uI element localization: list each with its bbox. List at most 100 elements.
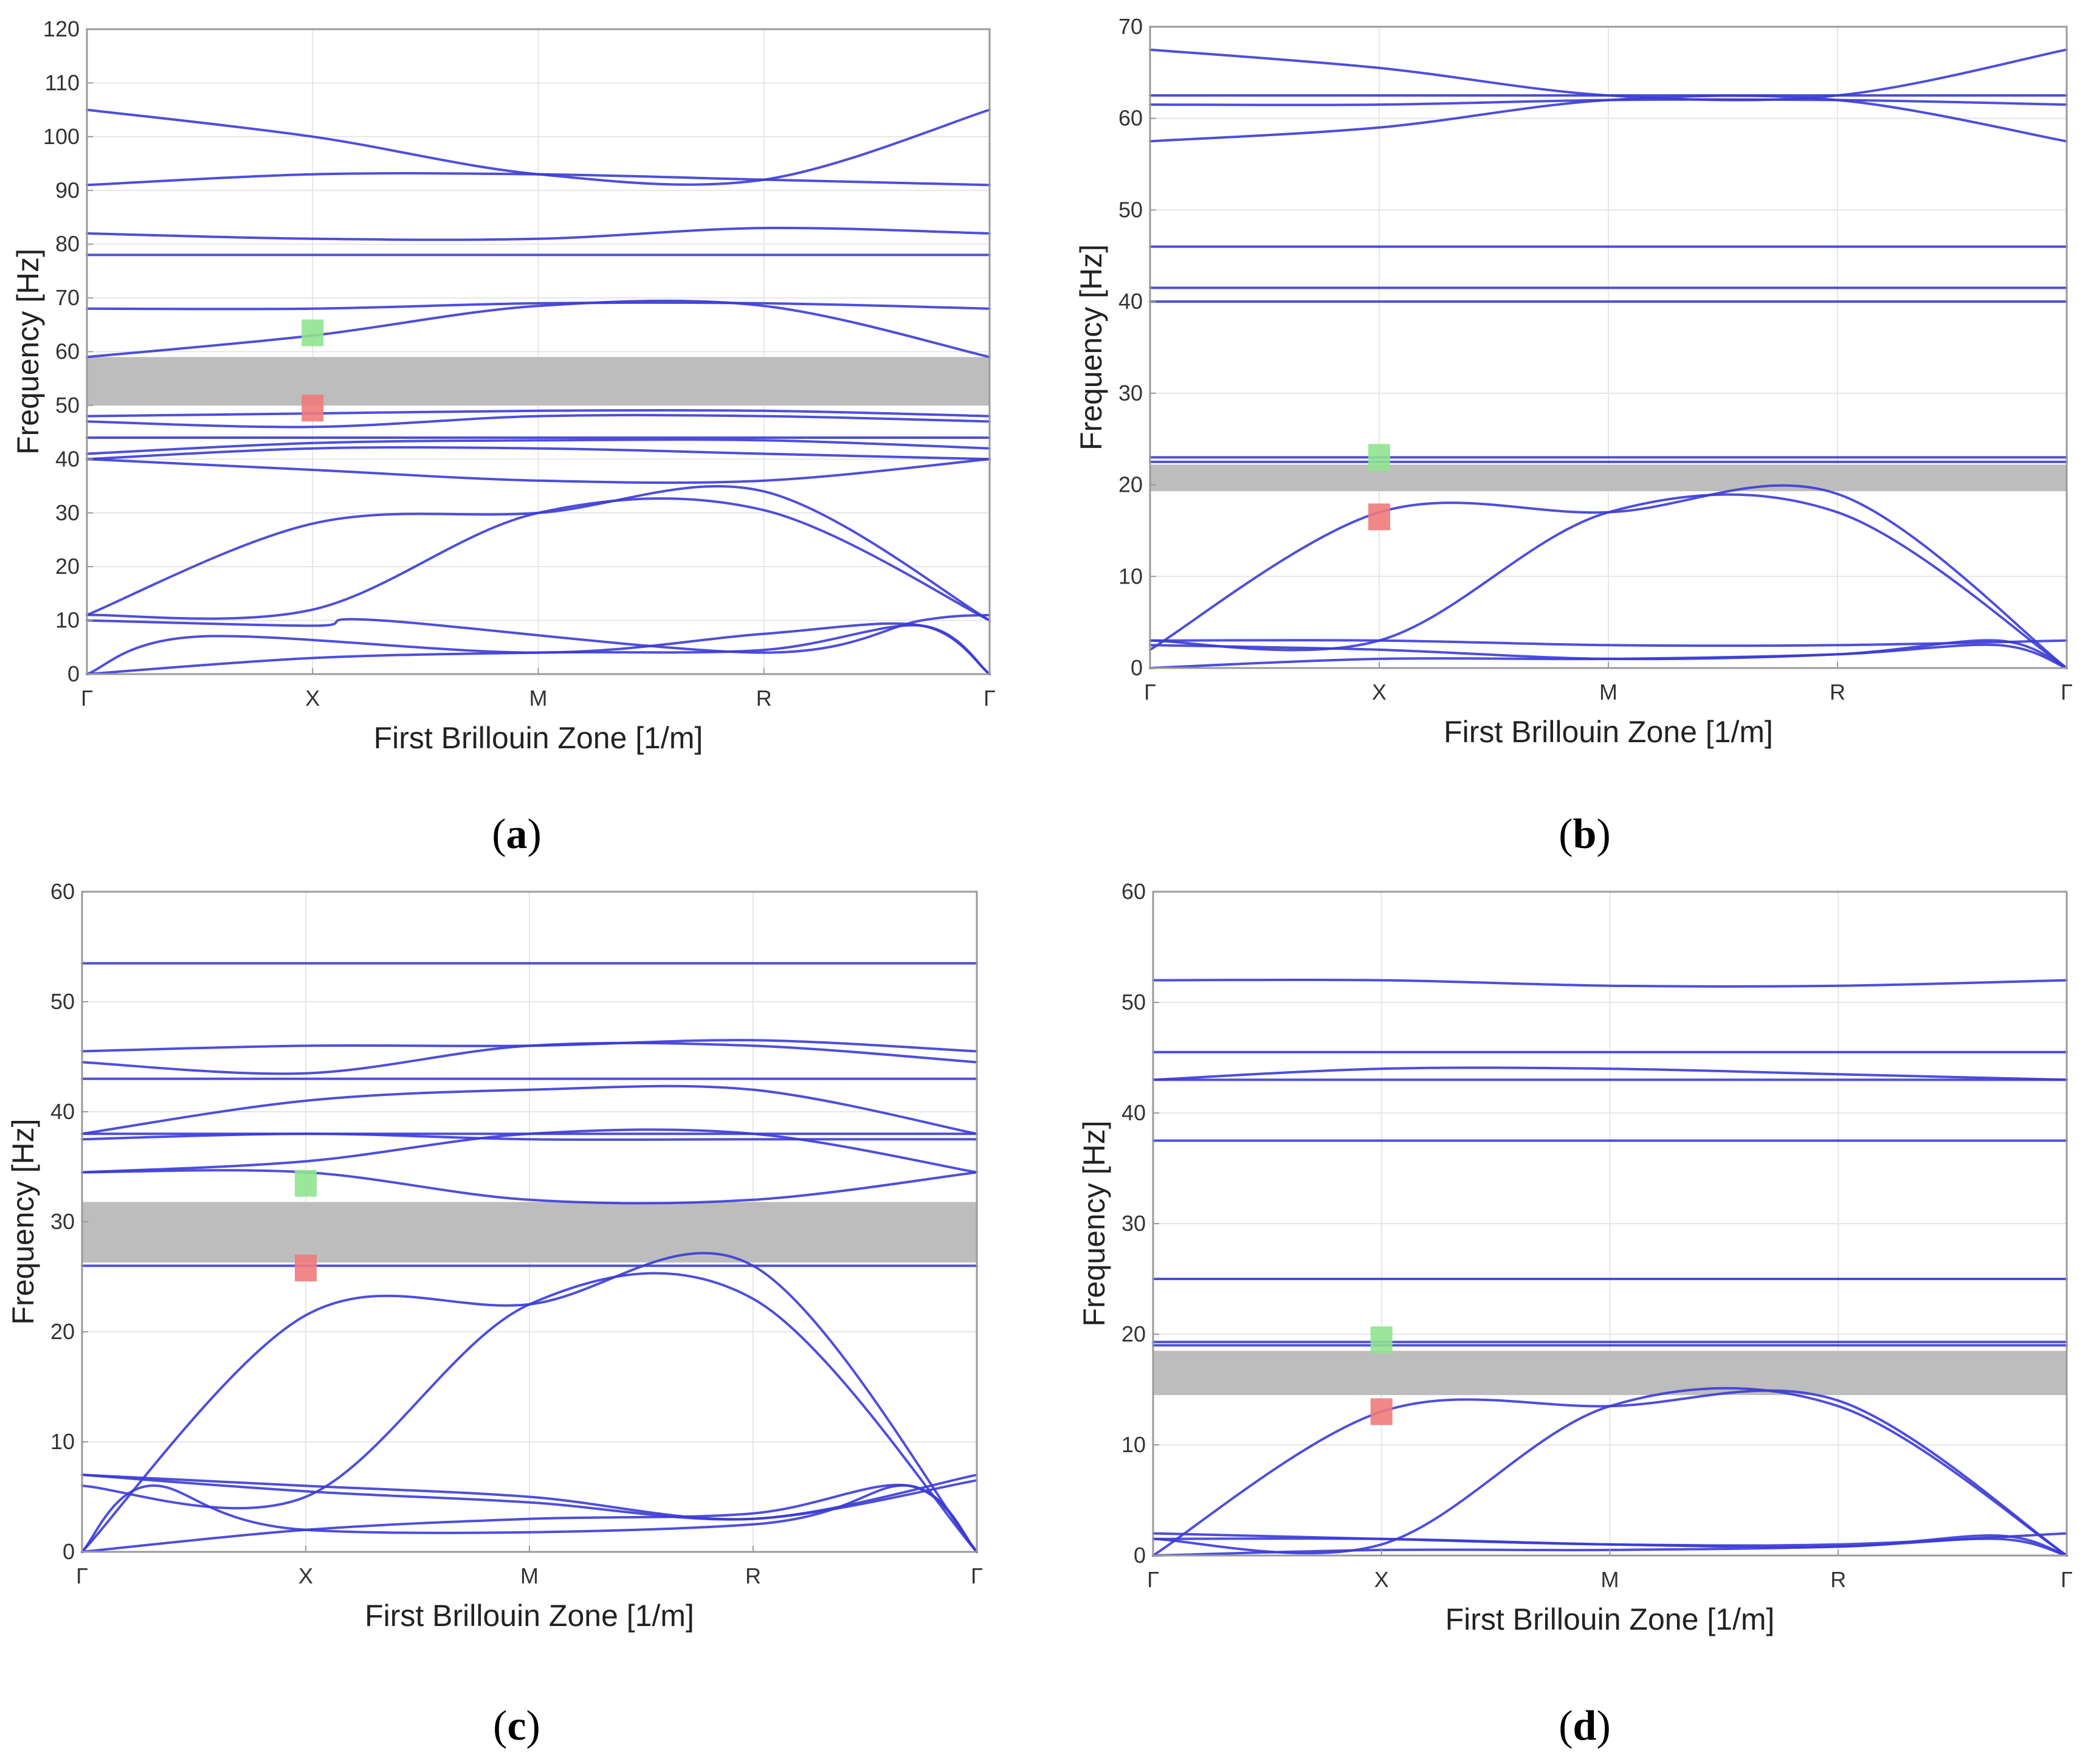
x-axis-label: First Brillouin Zone [1/m] — [365, 1599, 694, 1633]
x-tick-label: Γ — [971, 1563, 983, 1588]
panel-a: 0 10 20 30 40 50 60 70 80 90 100 110 120 Γ X M R Γ First B… — [11, 16, 996, 858]
band-curve — [1152, 1066, 2068, 1081]
x-tick-label: Γ — [2061, 680, 2073, 705]
y-axis-label: Frequency [Hz] — [6, 1118, 40, 1325]
band-curve — [1149, 484, 2068, 669]
panel-b: 0 10 20 30 40 50 60 70 Γ X M R Γ First Brillouin Zone… — [1074, 14, 2073, 858]
band-curve — [86, 613, 991, 654]
x-tick-label: M — [529, 686, 548, 711]
panel-c: 0 10 20 30 40 50 60 Γ X M R Γ First Brillouin Zone [… — [6, 879, 983, 1749]
y-tick-label: 50 — [1118, 197, 1143, 222]
x-tick-label: X — [298, 1563, 313, 1588]
y-tick-label: 70 — [55, 285, 80, 310]
y-tick-label: 40 — [50, 1099, 75, 1124]
x-tick-label: R — [756, 686, 772, 711]
band-curve — [81, 1473, 978, 1521]
y-tick-label: 40 — [55, 446, 80, 471]
band-gap — [82, 1202, 977, 1263]
green-marker — [295, 1170, 317, 1197]
y-tick-label: 20 — [50, 1319, 75, 1344]
red-marker — [295, 1255, 317, 1282]
band-gap — [1150, 464, 2067, 492]
y-tick-label: 50 — [1121, 990, 1146, 1015]
band-curve — [1152, 1532, 2068, 1547]
band-curve — [86, 108, 991, 186]
band-gap — [1153, 1351, 2067, 1396]
x-tick-label: M — [1599, 680, 1617, 705]
green-marker — [1368, 444, 1390, 471]
x-tick-label: X — [305, 686, 320, 711]
band-curve — [86, 301, 991, 311]
band-gap — [87, 357, 990, 405]
x-tick-label: R — [745, 1563, 761, 1588]
band-curve — [86, 622, 991, 675]
x-tick-label: Γ — [81, 686, 93, 711]
y-tick-label: 80 — [55, 232, 80, 257]
y-tick-label: 60 — [1118, 106, 1143, 131]
red-marker — [301, 394, 324, 422]
y-tick-label: 0 — [1134, 1543, 1146, 1568]
x-axis-label: First Brillouin Zone [1/m] — [1444, 715, 1773, 749]
band-curve — [81, 1084, 978, 1135]
band-curve — [81, 1039, 978, 1053]
band-curve — [86, 484, 991, 622]
x-tick-label: M — [520, 1563, 539, 1588]
band-curve — [81, 1252, 978, 1553]
y-tick-label: 120 — [43, 16, 80, 41]
y-tick-label: 10 — [50, 1429, 75, 1454]
x-tick-label: X — [1372, 680, 1387, 705]
x-tick-label: Γ — [1147, 1567, 1159, 1592]
x-tick-label: Γ — [2061, 1567, 2073, 1592]
y-axis-label: Frequency [Hz] — [1074, 244, 1108, 450]
y-tick-label: 100 — [43, 124, 80, 149]
red-marker — [1368, 503, 1390, 531]
y-tick-label: 30 — [50, 1209, 75, 1234]
y-axis-label: Frequency [Hz] — [11, 249, 45, 455]
band-curve — [81, 1484, 978, 1553]
y-tick-label: 0 — [67, 661, 80, 686]
panel-caption: (d) — [1559, 1703, 1611, 1749]
y-tick-label: 20 — [1118, 472, 1143, 497]
y-tick-label: 30 — [1118, 381, 1143, 405]
y-tick-label: 10 — [55, 608, 80, 633]
band-curve — [86, 226, 991, 241]
band-curve — [86, 408, 991, 418]
y-tick-label: 60 — [50, 879, 75, 904]
green-marker — [1370, 1326, 1393, 1354]
y-tick-label: 60 — [1121, 879, 1146, 904]
x-tick-label: X — [1374, 1567, 1389, 1592]
y-tick-label: 50 — [55, 393, 80, 418]
y-axis-label: Frequency [Hz] — [1077, 1120, 1111, 1326]
y-tick-label: 50 — [50, 989, 75, 1014]
band-curve — [1149, 98, 2068, 106]
y-tick-label: 10 — [1118, 563, 1143, 588]
panel-caption: (a) — [492, 811, 542, 858]
x-tick-label: M — [1601, 1567, 1619, 1592]
y-tick-label: 20 — [1121, 1321, 1146, 1346]
x-tick-label: Γ — [76, 1563, 88, 1588]
y-tick-label: 30 — [55, 500, 80, 525]
x-tick-label: Γ — [1144, 680, 1156, 705]
x-tick-label: Γ — [983, 686, 996, 711]
y-tick-label: 40 — [1121, 1100, 1146, 1125]
red-marker — [1370, 1398, 1393, 1425]
panel-caption: (b) — [1559, 811, 1611, 858]
band-curve — [86, 458, 991, 484]
y-tick-label: 60 — [55, 339, 80, 364]
band-curve — [86, 413, 991, 429]
x-tick-label: R — [1830, 680, 1845, 705]
band-curve — [86, 446, 991, 461]
panel-caption: (c) — [493, 1703, 540, 1749]
green-marker — [301, 319, 324, 346]
band-curve — [86, 299, 991, 359]
x-tick-label: R — [1830, 1567, 1846, 1592]
band-curve — [1152, 1389, 2068, 1557]
y-tick-label: 40 — [1118, 289, 1143, 314]
y-tick-label: 0 — [1131, 655, 1143, 680]
x-axis-label: First Brillouin Zone [1/m] — [1445, 1602, 1775, 1636]
y-tick-label: 20 — [55, 554, 80, 579]
y-tick-label: 0 — [63, 1539, 75, 1564]
band-curve — [81, 1169, 978, 1205]
band-curve — [1149, 48, 2068, 102]
